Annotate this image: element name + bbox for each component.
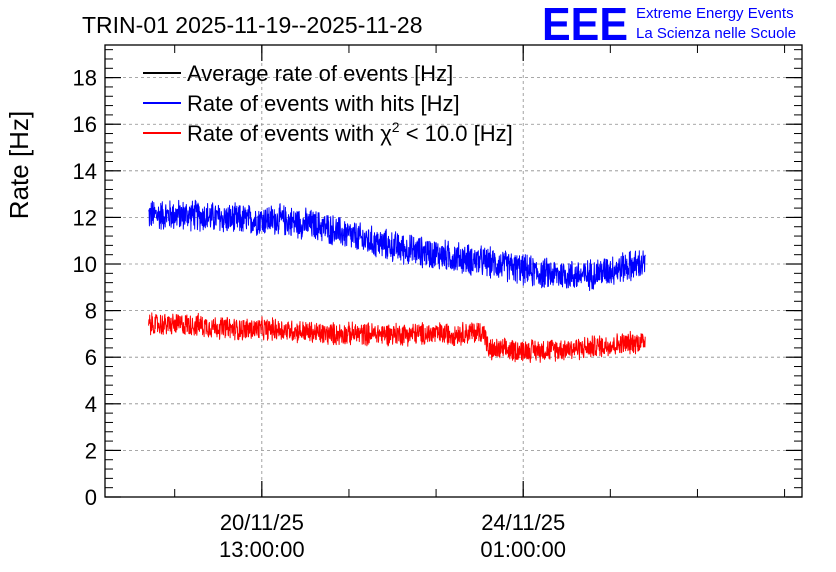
series-group <box>148 199 646 363</box>
y-tick-label: 12 <box>73 205 97 230</box>
legend-label: Average rate of events [Hz] <box>187 61 453 86</box>
x-tick-label-date: 24/11/25 <box>481 510 565 535</box>
y-tick-label: 0 <box>85 485 97 510</box>
plot-frame <box>104 44 803 498</box>
y-tick-label: 10 <box>73 252 97 277</box>
y-axis-label: Rate [Hz] <box>4 111 34 219</box>
eee-logo: EEE Extreme Energy Events La Scienza nel… <box>542 0 796 50</box>
y-tick-label: 4 <box>85 392 97 417</box>
logo-line-2: La Scienza nelle Scuole <box>636 25 796 42</box>
x-tick-label-time: 01:00:00 <box>480 537 566 562</box>
series-line-2 <box>148 312 646 363</box>
chart-title: TRIN-01 2025-11-19--2025-11-28 <box>82 12 423 38</box>
y-tick-label: 18 <box>73 66 97 91</box>
legend: Average rate of events [Hz] Rate of event… <box>143 61 513 146</box>
y-tick-label: 14 <box>73 159 97 184</box>
series-line-1 <box>148 199 646 291</box>
legend-label: Rate of events with χ2 < 10.0 [Hz] <box>187 119 513 146</box>
x-tick-label-date: 20/11/25 <box>220 510 304 535</box>
y-tick-label: 6 <box>85 345 97 370</box>
logo-mark: EEE <box>542 0 628 50</box>
logo-line-1: Extreme Energy Events <box>636 5 794 22</box>
y-tick-label: 16 <box>73 112 97 137</box>
x-tick-label-time: 13:00:00 <box>219 537 305 562</box>
y-tick-label: 2 <box>85 438 97 463</box>
y-tick-label: 8 <box>85 299 97 324</box>
legend-label: Rate of events with hits [Hz] <box>187 91 460 116</box>
